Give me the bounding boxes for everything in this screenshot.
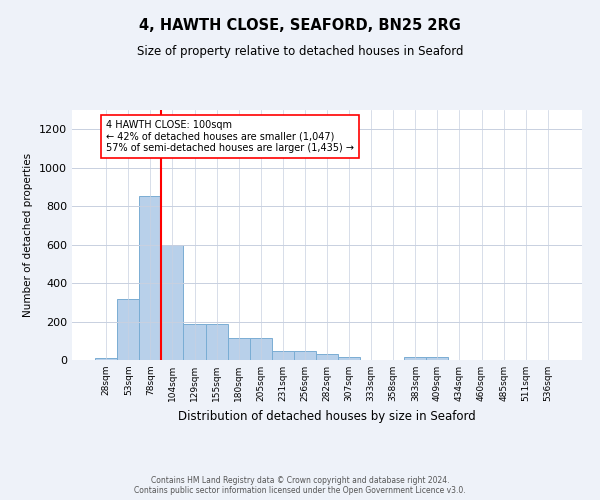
Bar <box>95 358 117 360</box>
Bar <box>272 352 294 360</box>
Y-axis label: Number of detached properties: Number of detached properties <box>23 153 34 317</box>
Bar <box>316 354 338 360</box>
Bar <box>161 244 184 360</box>
Text: 4, HAWTH CLOSE, SEAFORD, BN25 2RG: 4, HAWTH CLOSE, SEAFORD, BN25 2RG <box>139 18 461 32</box>
X-axis label: Distribution of detached houses by size in Seaford: Distribution of detached houses by size … <box>178 410 476 422</box>
Bar <box>250 338 272 360</box>
Bar <box>338 357 360 360</box>
Text: Contains HM Land Registry data © Crown copyright and database right 2024.
Contai: Contains HM Land Registry data © Crown c… <box>134 476 466 495</box>
Bar <box>206 324 227 360</box>
Text: 4 HAWTH CLOSE: 100sqm
← 42% of detached houses are smaller (1,047)
57% of semi-d: 4 HAWTH CLOSE: 100sqm ← 42% of detached … <box>106 120 354 153</box>
Bar <box>294 352 316 360</box>
Bar <box>227 338 250 360</box>
Bar <box>184 324 206 360</box>
Text: Size of property relative to detached houses in Seaford: Size of property relative to detached ho… <box>137 45 463 58</box>
Bar <box>117 300 139 360</box>
Bar <box>404 357 427 360</box>
Bar <box>427 357 448 360</box>
Bar <box>139 196 161 360</box>
